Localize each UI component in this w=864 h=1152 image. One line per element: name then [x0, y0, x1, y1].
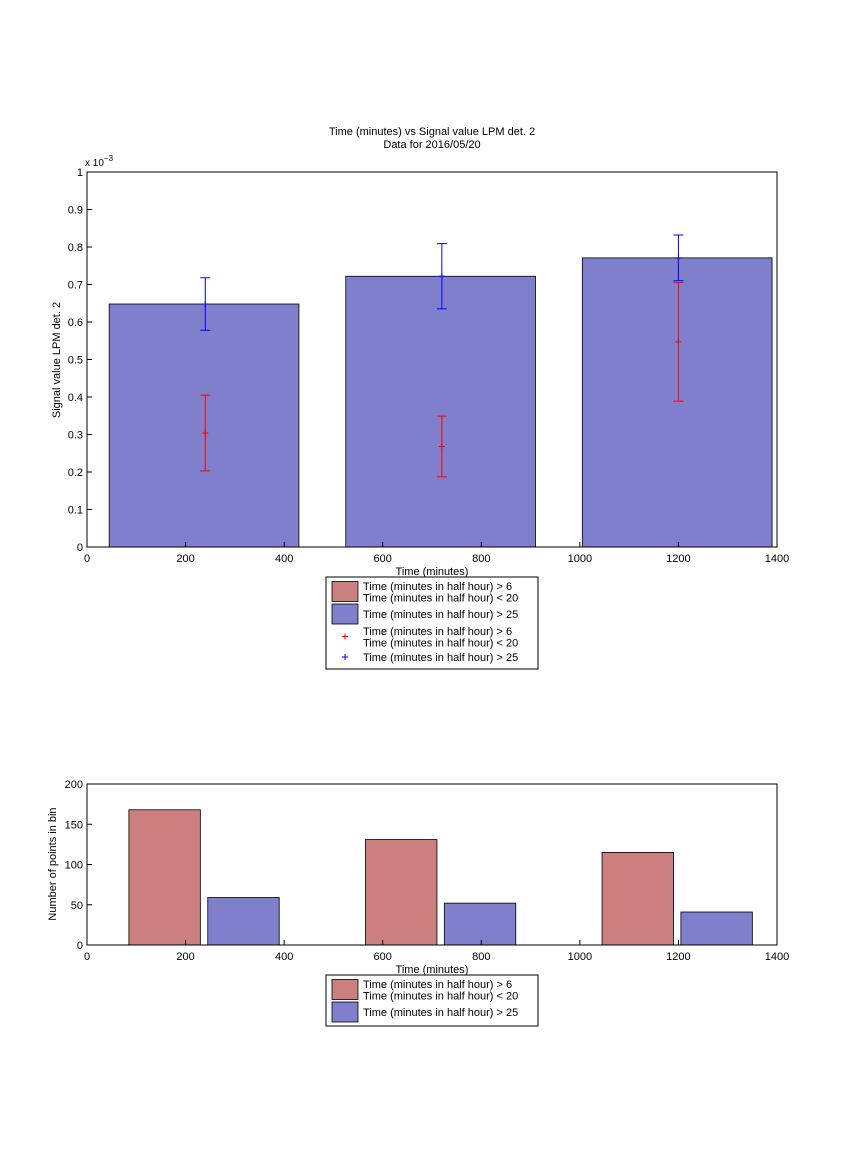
- x-axis-ticks: 0 200 400 600 800 1000 1200 1400: [84, 940, 789, 963]
- legend-label: Time (minutes in half hour) > 6: [363, 979, 512, 991]
- legend-label: Time (minutes in half hour) > 6: [363, 581, 512, 593]
- bar: [581, 257, 773, 548]
- legend-swatch: [331, 979, 359, 1000]
- chart-subtitle: Data for 2016/05/20: [383, 139, 480, 151]
- legend-box: [325, 576, 539, 670]
- y-exponent-base: x 10: [85, 158, 104, 169]
- bar: [128, 809, 201, 946]
- y-tick-label: 0.2: [68, 467, 83, 479]
- x-tick-label: 400: [275, 951, 293, 963]
- y-exponent-label: x 10−3: [85, 154, 114, 169]
- y-tick-label: 0: [77, 940, 83, 952]
- y-tick-label: 50: [71, 900, 83, 912]
- chart-title: Time (minutes) vs Signal value LPM det. …: [329, 126, 535, 138]
- y-tick-label: 200: [65, 779, 83, 791]
- x-axis-ticks: 0 200 400 600 800 1000 1200 1400: [84, 542, 789, 565]
- y-tick-label: 0.9: [68, 205, 83, 217]
- legend-swatch: [331, 603, 359, 625]
- x-tick-label: 600: [374, 553, 392, 565]
- x-tick-label: 800: [472, 553, 490, 565]
- legend-swatch: [331, 581, 359, 602]
- y-tick-label: 150: [65, 819, 83, 831]
- y-tick-label: 1: [77, 167, 83, 179]
- errorbar-group: [200, 234, 684, 478]
- x-tick-label: 1000: [568, 951, 592, 963]
- legend-label: Time (minutes in half hour) < 20: [363, 990, 518, 1002]
- x-tick-label: 0: [84, 553, 90, 565]
- y-tick-label: 0.4: [68, 392, 83, 404]
- legend-label: Time (minutes in half hour) < 20: [363, 592, 518, 604]
- x-tick-label: 1400: [765, 951, 789, 963]
- bar: [345, 275, 536, 548]
- legend-label: Time (minutes in half hour) > 25: [363, 609, 518, 621]
- bar-group: [108, 257, 773, 548]
- y-tick-label: 0.6: [68, 317, 83, 329]
- x-tick-label: 800: [472, 951, 490, 963]
- x-tick-label: 1200: [666, 553, 690, 565]
- x-tick-label: 1200: [666, 951, 690, 963]
- y-tick-label: 0.7: [68, 280, 83, 292]
- y-tick-label: 0.8: [68, 242, 83, 254]
- x-tick-label: 200: [176, 553, 194, 565]
- x-axis-label: Time (minutes): [396, 964, 469, 976]
- x-tick-label: 600: [374, 951, 392, 963]
- legend-label: Time (minutes in half hour) > 6: [363, 626, 512, 638]
- bar: [443, 902, 517, 946]
- y-tick-label: 0.3: [68, 430, 83, 442]
- x-tick-label: 0: [84, 951, 90, 963]
- y-tick-label: 0.5: [68, 355, 83, 367]
- legend-label: Time (minutes in half hour) > 25: [363, 652, 518, 664]
- y-exponent-power: −3: [104, 154, 114, 163]
- y-tick-label: 0: [77, 542, 83, 554]
- legend-label: Time (minutes in half hour) < 20: [363, 637, 518, 649]
- y-tick-label: 0.1: [68, 505, 83, 517]
- legend-swatch: [331, 1001, 359, 1023]
- signal-chart: Time (minutes) vs Signal value LPM det. …: [51, 126, 789, 670]
- bar: [680, 911, 753, 946]
- x-tick-label: 1000: [568, 553, 592, 565]
- bar: [601, 852, 674, 946]
- count-chart: 0 200 400 600 800 1000 1200 1400 0 50 100 150 200 T…: [47, 779, 789, 1027]
- legend-box: [325, 974, 539, 1027]
- y-axis-ticks: 0 0.1 0.2 0.3 0.4 0.5 0.6 0.7 0.8 0.9 1: [68, 167, 92, 554]
- y-tick-label: 100: [65, 860, 83, 872]
- y-axis-label: Signal value LPM det. 2: [51, 302, 63, 418]
- y-axis-label: Number of points in bin: [47, 807, 59, 920]
- y-axis-ticks: 0 50 100 150 200: [65, 779, 92, 952]
- bar: [207, 897, 280, 946]
- bar: [108, 303, 300, 548]
- legend-label: Time (minutes in half hour) > 25: [363, 1007, 518, 1019]
- bar-group: [128, 809, 753, 946]
- bar: [365, 839, 438, 946]
- x-axis-label: Time (minutes): [396, 566, 469, 578]
- x-tick-label: 200: [176, 951, 194, 963]
- x-tick-label: 1400: [765, 553, 789, 565]
- x-tick-label: 400: [275, 553, 293, 565]
